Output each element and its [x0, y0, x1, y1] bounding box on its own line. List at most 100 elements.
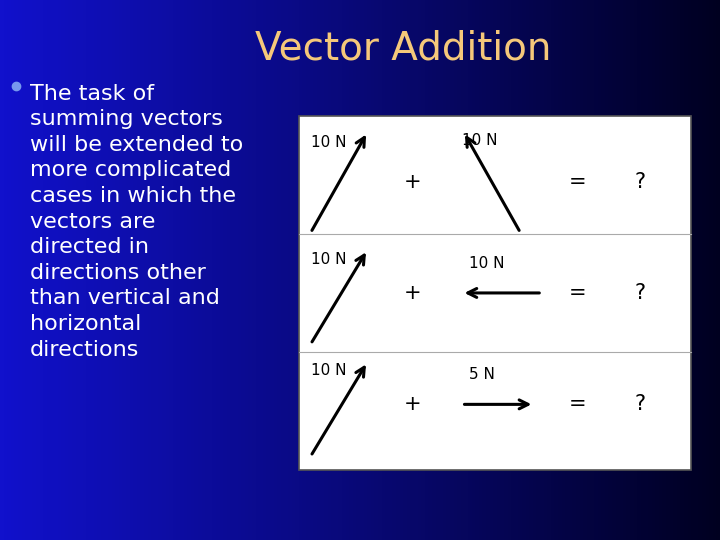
Bar [230, 0, 234, 540]
Bar [526, 0, 529, 540]
Bar [677, 0, 680, 540]
Bar [7, 0, 11, 540]
Bar [169, 0, 173, 540]
Bar [594, 0, 598, 540]
Bar [493, 0, 497, 540]
Bar [180, 0, 184, 540]
Bar [119, 0, 122, 540]
Bar [202, 0, 205, 540]
Bar [468, 0, 472, 540]
Bar [396, 0, 400, 540]
Bar [126, 0, 130, 540]
Bar [364, 0, 367, 540]
Bar [155, 0, 158, 540]
Bar [695, 0, 698, 540]
Bar [356, 0, 360, 540]
Bar [508, 0, 511, 540]
Bar [716, 0, 720, 540]
Bar [655, 0, 659, 540]
Bar [50, 0, 54, 540]
Bar [392, 0, 396, 540]
Bar [486, 0, 490, 540]
Bar [122, 0, 126, 540]
Bar [241, 0, 245, 540]
Bar [374, 0, 378, 540]
Bar [648, 0, 652, 540]
Bar [97, 0, 101, 540]
Bar [43, 0, 47, 540]
Bar [497, 0, 500, 540]
Bar [187, 0, 191, 540]
Bar [299, 116, 691, 470]
Bar [14, 0, 18, 540]
Bar [270, 0, 274, 540]
Bar [709, 0, 713, 540]
Text: =: = [569, 394, 586, 414]
Bar [220, 0, 223, 540]
Bar [36, 0, 40, 540]
Bar [346, 0, 349, 540]
Bar [223, 0, 227, 540]
Bar [612, 0, 616, 540]
Bar [68, 0, 72, 540]
Bar [457, 0, 461, 540]
Bar [65, 0, 68, 540]
Bar [58, 0, 61, 540]
Bar [140, 0, 144, 540]
Bar [540, 0, 544, 540]
Bar [79, 0, 83, 540]
Bar [673, 0, 677, 540]
Bar [454, 0, 457, 540]
Bar [72, 0, 76, 540]
Bar [691, 0, 695, 540]
Bar [288, 0, 292, 540]
Text: +: + [404, 172, 421, 192]
Bar [472, 0, 475, 540]
Bar [558, 0, 562, 540]
Bar [680, 0, 684, 540]
Bar [522, 0, 526, 540]
Bar [238, 0, 241, 540]
Text: =: = [569, 283, 586, 303]
Bar [590, 0, 594, 540]
Text: ?: ? [634, 283, 646, 303]
Bar [634, 0, 637, 540]
Bar [400, 0, 403, 540]
Bar [104, 0, 108, 540]
Bar [299, 0, 302, 540]
Bar [281, 0, 284, 540]
Bar [115, 0, 119, 540]
Bar [90, 0, 94, 540]
Bar [616, 0, 619, 540]
Text: 10 N: 10 N [310, 135, 346, 150]
Bar [659, 0, 662, 540]
Bar [547, 0, 551, 540]
Bar [662, 0, 666, 540]
Bar [428, 0, 432, 540]
Bar [209, 0, 212, 540]
Bar [284, 0, 288, 540]
Bar [47, 0, 50, 540]
Bar [274, 0, 277, 540]
Bar [252, 0, 256, 540]
Bar [644, 0, 648, 540]
Bar [133, 0, 137, 540]
Bar [130, 0, 133, 540]
Bar [533, 0, 536, 540]
Bar [313, 0, 317, 540]
Bar [61, 0, 65, 540]
Text: 10 N: 10 N [310, 363, 346, 378]
Bar [461, 0, 464, 540]
Bar [698, 0, 702, 540]
Bar [580, 0, 583, 540]
Bar [410, 0, 414, 540]
Bar [626, 0, 630, 540]
Bar [263, 0, 266, 540]
Bar [342, 0, 346, 540]
Bar [605, 0, 608, 540]
Bar [598, 0, 601, 540]
Bar [25, 0, 29, 540]
Bar [173, 0, 176, 540]
Text: 10 N: 10 N [462, 133, 497, 148]
Bar [76, 0, 79, 540]
